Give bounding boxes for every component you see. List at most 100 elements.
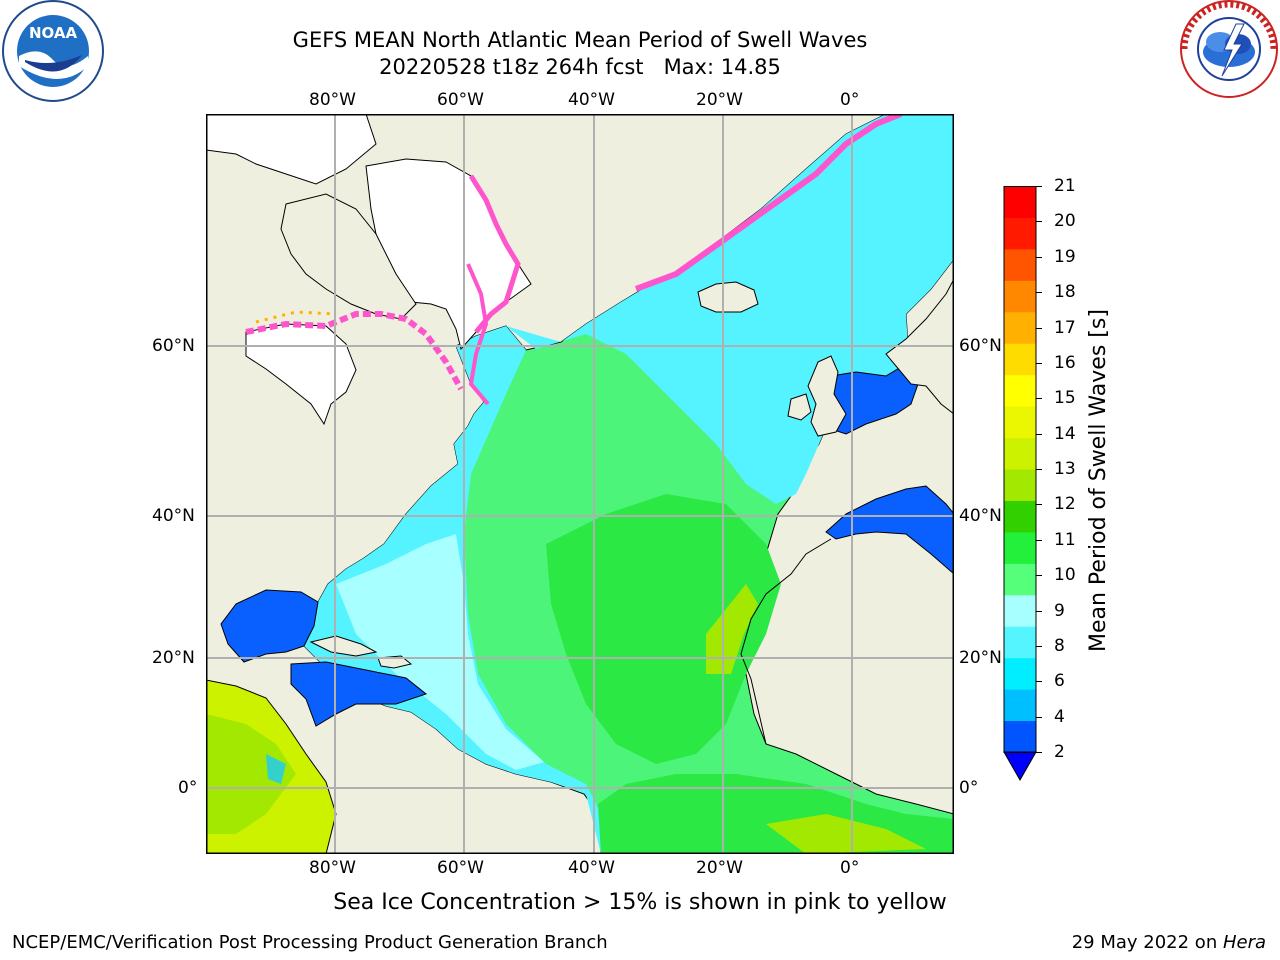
map-title: GEFS MEAN North Atlantic Mean Period of … [292, 28, 868, 52]
colorbar-tick-mark [1036, 504, 1042, 506]
colorbar-ticks: 2 4 6 8 9 10 11 12 13 14 15 16 17 18 19 20 21 [1036, 0, 1086, 960]
colorbar-tick-mark [1036, 681, 1042, 683]
colorbar-tick-label: 16 [1054, 352, 1076, 373]
lon-tick-bottom-80w: 80°W [309, 858, 356, 878]
lat-tick-left-0: 0° [178, 778, 198, 798]
lat-tick-left-20n: 20°N [152, 648, 195, 668]
colorbar-segment [1004, 469, 1036, 501]
graticule [206, 114, 954, 854]
colorbar-tick-mark [1036, 362, 1042, 364]
mediterranean-sea [825, 485, 955, 576]
colorbar-tick-label: 6 [1054, 671, 1065, 692]
colorbar-tick-mark [1036, 716, 1042, 718]
lon-tick-top-60w: 60°W [437, 90, 484, 110]
colorbar-tick-mark [1036, 752, 1042, 753]
ocean-lightcyan [336, 534, 544, 770]
colorbar-segment [1004, 437, 1036, 470]
colorbar-segment [1004, 311, 1036, 344]
hudson-bay [245, 323, 357, 426]
colorbar-tick-label: 17 [1054, 317, 1076, 338]
lat-tick-left-60n: 60°N [152, 336, 195, 356]
colorbar-tick-mark [1036, 469, 1042, 470]
colorbar-segment [1004, 657, 1036, 690]
great-britain [807, 355, 847, 437]
colorbar-tick-label: 15 [1054, 388, 1076, 409]
colorbar-tick-label: 12 [1054, 494, 1076, 515]
colorbar-tick-mark [1036, 610, 1042, 612]
colorbar-segment [1004, 374, 1036, 407]
lon-tick-bottom-20w: 20°W [696, 858, 743, 878]
lat-tick-right-60n: 60°N [959, 336, 1002, 356]
colorbar-segment [1004, 343, 1036, 376]
noaa-logo: NOAA [0, 0, 106, 104]
colorbar-tick-label: 18 [1054, 282, 1076, 303]
map-frame [205, 113, 955, 855]
colorbar-tick-label: 13 [1054, 459, 1076, 479]
colorbar-tick-mark [1036, 645, 1042, 647]
colorbar-tick-label: 4 [1054, 706, 1065, 727]
lon-tick-bottom-40w: 40°W [568, 858, 615, 878]
colorbar-tick-label: 9 [1054, 600, 1065, 621]
lat-tick-right-20n: 20°N [959, 648, 1002, 668]
colorbar-tick-mark [1036, 398, 1042, 400]
east-greenland-ice [634, 111, 903, 292]
lat-tick-right-0: 0° [959, 778, 979, 798]
nws-logo [1178, 0, 1280, 100]
noaa-logo-text: NOAA [29, 24, 78, 42]
lon-tick-bottom-60w: 60°W [437, 858, 484, 878]
africa-coast [740, 538, 832, 745]
colorbar-segment [1004, 689, 1036, 722]
colorbar-label: Mean Period of Swell Waves [s] [1086, 309, 1111, 652]
colorbar-segment [1004, 626, 1036, 659]
greenland-ice [468, 174, 521, 334]
colorbar-tick-label: 2 [1054, 742, 1065, 762]
lon-tick-top-0: 0° [840, 90, 860, 110]
lon-tick-top-80w: 80°W [309, 90, 356, 110]
arctic-ice-edge [245, 311, 464, 391]
colorbar-segment [1004, 217, 1036, 250]
colorbar-segment [1004, 720, 1036, 753]
lon-tick-bottom-0: 0° [840, 858, 860, 878]
colorbar-tick-mark [1036, 539, 1042, 541]
footer-date-text: 29 May 2022 on [1071, 932, 1223, 953]
colorbar-tick-label: 11 [1054, 529, 1076, 550]
colorbar-segment [1004, 406, 1036, 439]
colorbar-segment [1004, 248, 1036, 281]
colorbar-tick-mark [1036, 221, 1042, 223]
colorbar-tick-label: 14 [1054, 423, 1076, 444]
sea-ice-note: Sea Ice Concentration > 15% is shown in … [333, 890, 947, 915]
colorbar-tick-mark [1036, 186, 1042, 187]
lat-tick-right-40n: 40°N [959, 506, 1002, 526]
labrador-ice [466, 263, 490, 406]
colorbar [1000, 186, 1040, 786]
colorbar-tick-label: 10 [1054, 565, 1076, 586]
ocean-yellowgreen [706, 584, 758, 674]
colorbar-tick-mark [1036, 433, 1042, 435]
colorbar-extend-triangle [1003, 751, 1037, 782]
lon-tick-top-20w: 20°W [696, 90, 743, 110]
lat-tick-left-40n: 40°N [152, 506, 195, 526]
pacific-green [206, 714, 296, 834]
footer-branch: NCEP/EMC/Verification Post Processing Pr… [12, 932, 608, 953]
colorbar-tick-label: 21 [1054, 176, 1076, 196]
colorbar-segment [1004, 594, 1036, 627]
colorbar-tick-mark [1036, 575, 1042, 577]
colorbar-tick-label: 8 [1054, 635, 1065, 656]
ireland [787, 393, 812, 421]
colorbar-segment [1004, 186, 1036, 218]
colorbar-tick-mark [1036, 292, 1042, 294]
ocean-yellowgreen-south [766, 814, 926, 854]
lon-tick-top-40w: 40°W [568, 90, 615, 110]
colorbar-segment [1004, 500, 1036, 533]
colorbar-svg [1003, 186, 1037, 782]
pacific-cyan [266, 754, 286, 784]
colorbar-tick-mark [1036, 256, 1042, 258]
arctic-islands [205, 113, 377, 185]
footer-date: 29 May 2022 on Hera [1072, 932, 1266, 953]
colorbar-tick-label: 20 [1054, 211, 1076, 232]
colorbar-segment [1004, 563, 1036, 596]
colorbar-tick-mark [1036, 327, 1042, 329]
map-subtitle: 20220528 t18z 264h fcst Max: 14.85 [379, 55, 781, 79]
colorbar-tick-label: 19 [1054, 246, 1076, 267]
caribbean-sea [290, 661, 428, 727]
